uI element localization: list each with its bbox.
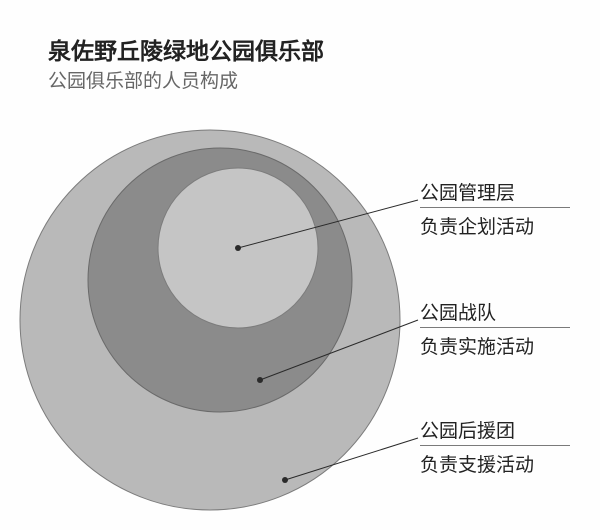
label-block: 公园后援团负责支援活动 (420, 416, 570, 477)
label-underline (420, 327, 570, 328)
label-block: 公园战队负责实施活动 (420, 298, 570, 359)
label-role: 负责实施活动 (420, 332, 570, 359)
label-underline (420, 207, 570, 208)
label-underline (420, 445, 570, 446)
label-name: 公园后援团 (420, 416, 570, 443)
leader-dot (235, 245, 241, 251)
leader-dot (282, 477, 288, 483)
leader-dot (257, 377, 263, 383)
label-name: 公园管理层 (420, 178, 570, 205)
label-block: 公园管理层负责企划活动 (420, 178, 570, 239)
label-role: 负责支援活动 (420, 450, 570, 477)
label-name: 公园战队 (420, 298, 570, 325)
page-root: 泉佐野丘陵绿地公园俱乐部 公园俱乐部的人员构成 公园管理层负责企划活动公园战队负… (0, 0, 600, 530)
label-role: 负责企划活动 (420, 212, 570, 239)
